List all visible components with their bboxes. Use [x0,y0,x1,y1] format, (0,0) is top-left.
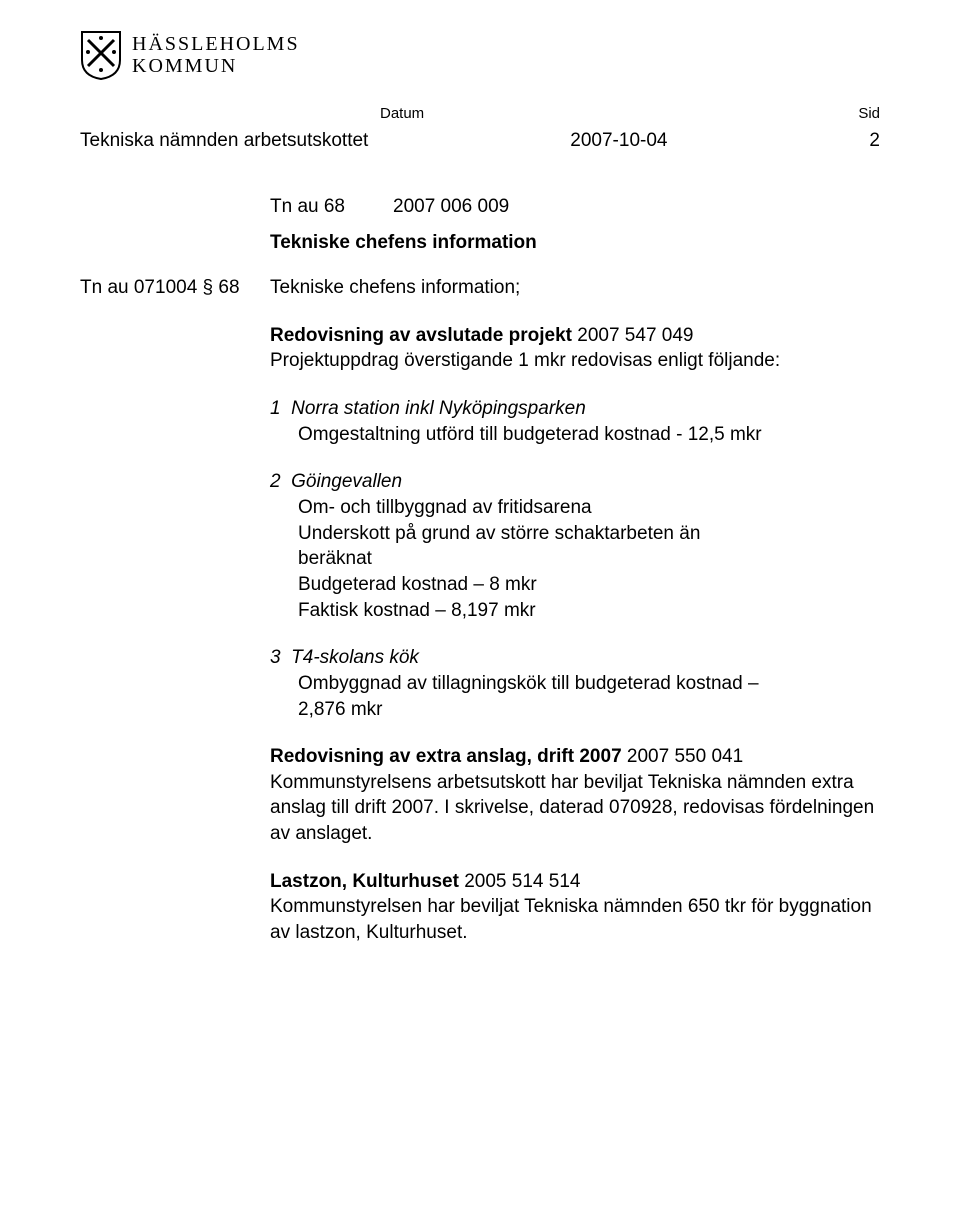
content: Tn au 68 2007 006 009 Tekniske chefens i… [80,194,880,946]
doc-title-row: Tekniska nämnden arbetsutskottet 2007-10… [80,128,880,154]
extra-heading: Redovisning av extra anslag, drift 2007 [270,746,622,767]
doc-page: 2 [869,128,880,154]
sid-label: Sid [858,104,880,124]
item2-line5: Faktisk kostnad – 8,197 mkr [270,598,880,624]
project-heading-block: Redovisning av avslutade projekt 2007 54… [270,323,880,374]
project-item-2: 2 Göingevallen Om- och tillbyggnad av fr… [270,469,880,623]
item3-num: 3 [270,647,281,668]
case-row: Tn au 68 2007 006 009 [270,194,880,220]
item1-line1: Omgestaltning utförd till budgeterad kos… [270,422,880,448]
item1-head: Norra station inkl Nyköpingsparken [291,398,586,419]
case-id: Tn au 68 [270,194,345,220]
item3-line2: 2,876 mkr [270,697,880,723]
meta-labels: Datum Sid [80,104,880,124]
item2-line3: beräknat [270,546,880,572]
intro-text: Tekniske chefens information; [270,277,520,298]
project-lead: Projektuppdrag överstigande 1 mkr redovi… [270,350,780,371]
project-item-1: 1 Norra station inkl Nyköpingsparken Omg… [270,396,880,447]
org-line1: HÄSSLEHOLMS [132,33,300,55]
lastzon-body: Kommunstyrelsen har beviljat Tekniska nä… [270,896,872,943]
item1-num: 1 [270,398,281,419]
case-diary: 2007 006 009 [393,194,509,220]
intro-block: Tn au 071004 § 68 Tekniske chefens infor… [270,275,880,301]
org-name: HÄSSLEHOLMS KOMMUN [132,33,300,77]
project-heading-code: 2007 547 049 [577,325,693,346]
project-heading: Redovisning av avslutade projekt [270,325,572,346]
header-logo: HÄSSLEHOLMS KOMMUN [80,30,880,80]
item2-line1: Om- och tillbyggnad av fritidsarena [270,495,880,521]
extra-anslag-block: Redovisning av extra anslag, drift 2007 … [270,744,880,847]
datum-label: Datum [380,104,424,124]
section-title: Tekniske chefens information [270,230,880,256]
crest-icon [80,30,122,80]
org-line2: KOMMUN [132,55,300,77]
item2-head: Göingevallen [291,471,402,492]
extra-body: Kommunstyrelsens arbetsutskott har bevil… [270,772,874,844]
item2-line4: Budgeterad kostnad – 8 mkr [270,572,880,598]
lastzon-heading-code: 2005 514 514 [464,871,580,892]
doc-date: 2007-10-04 [570,128,667,154]
item3-head: T4-skolans kök [291,647,419,668]
page: HÄSSLEHOLMS KOMMUN Datum Sid Tekniska nä… [0,0,960,1028]
item2-line2: Underskott på grund av större schaktarbe… [270,521,880,547]
committee-name: Tekniska nämnden arbetsutskottet [80,128,368,154]
lastzon-heading: Lastzon, Kulturhuset [270,871,459,892]
left-ref: Tn au 071004 § 68 [80,275,260,301]
extra-heading-code: 2007 550 041 [627,746,743,767]
item3-line1: Ombyggnad av tillagningskök till budgete… [270,671,880,697]
project-item-3: 3 T4-skolans kök Ombyggnad av tillagning… [270,645,880,722]
item2-num: 2 [270,471,281,492]
lastzon-block: Lastzon, Kulturhuset 2005 514 514 Kommun… [270,869,880,946]
